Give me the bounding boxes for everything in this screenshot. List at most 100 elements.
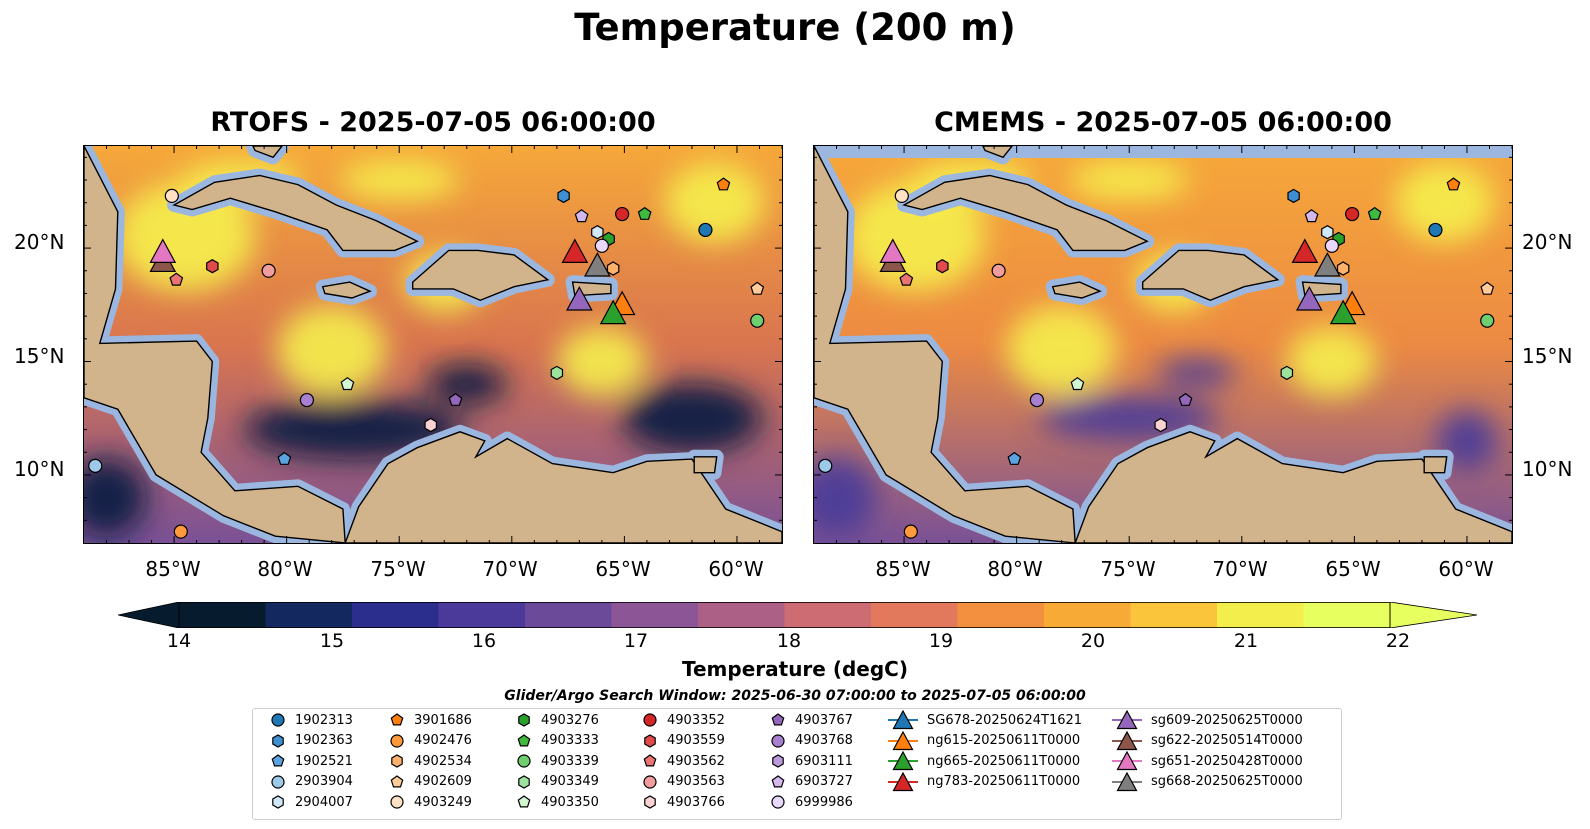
argo-float-6999986 xyxy=(594,238,609,253)
legend-marker-icon xyxy=(888,751,918,771)
legend-marker xyxy=(644,795,656,809)
legend-label: 2904007 xyxy=(295,794,353,810)
lon-tick-label: 75°W xyxy=(1100,557,1156,581)
legend: 1902313 1902363 1902521 2903904 2904007 39016… xyxy=(252,708,1342,820)
legend-marker-icon xyxy=(771,733,785,748)
legend-marker xyxy=(517,754,531,768)
argo-float-4903563 xyxy=(261,263,276,278)
legend-entry: sg651-20250428T0000 xyxy=(1111,751,1303,771)
legend-marker-icon xyxy=(518,774,530,789)
argo-float-4903350 xyxy=(340,376,355,391)
legend-label: 1902363 xyxy=(295,733,353,748)
colorbar-extend-high xyxy=(1389,601,1478,629)
argo-float-4903766 xyxy=(424,417,437,433)
legend-label: 1902313 xyxy=(295,712,353,728)
legend-entry: 4902476 xyxy=(388,731,472,751)
legend-marker xyxy=(643,754,657,767)
rtofs-map xyxy=(83,145,783,544)
landmass xyxy=(1142,249,1280,302)
legend-marker xyxy=(390,795,404,809)
legend-entry: ng615-20250611T0000 xyxy=(887,730,1080,751)
legend-label: ng783-20250611T0000 xyxy=(927,774,1081,789)
legend-marker xyxy=(643,774,657,789)
legend-label: 4903767 xyxy=(795,712,853,728)
legend-marker-icon xyxy=(643,713,657,727)
legend-label: 4903563 xyxy=(667,774,725,789)
landmass xyxy=(412,249,550,302)
colorbar-tick-label: 19 xyxy=(928,630,954,652)
rtofs-map-canvas xyxy=(84,146,782,543)
argo-float-2904007 xyxy=(591,225,604,240)
landmass xyxy=(172,174,419,252)
argo-float-2903904 xyxy=(88,458,103,473)
colorbar-bin xyxy=(784,602,872,628)
legend-marker xyxy=(892,771,914,791)
colorbar-tick-label: 17 xyxy=(623,630,649,652)
legend-marker xyxy=(771,713,785,726)
legend-entry: 4903766 xyxy=(641,792,725,812)
legend-marker xyxy=(892,751,914,771)
legend-entry: 6903727 xyxy=(769,772,853,792)
legend-marker xyxy=(643,713,657,727)
legend-marker-icon xyxy=(888,771,918,791)
glider-ng783 xyxy=(1291,238,1319,263)
glider-sg668 xyxy=(1314,251,1341,277)
lon-tick-label: 60°W xyxy=(708,557,764,581)
lat-tick-label-left: 10°N xyxy=(14,457,65,481)
colorbar-bin xyxy=(871,602,959,628)
landmass xyxy=(321,281,372,299)
colorbar-tick-label: 16 xyxy=(471,630,497,652)
legend-marker xyxy=(892,730,914,750)
landmass xyxy=(814,146,1076,543)
legend-label: 6999986 xyxy=(795,794,853,810)
legend-marker-icon xyxy=(272,733,284,748)
colorbar-tick-label: 15 xyxy=(319,630,345,652)
argo-float-4902476 xyxy=(173,524,188,539)
legend-label: 6903111 xyxy=(795,753,853,769)
lon-tick-label: 70°W xyxy=(482,557,538,581)
legend-entry: SG678-20250624T1621 xyxy=(887,710,1082,730)
landmass xyxy=(252,146,283,159)
argo-float-4903249 xyxy=(894,188,909,204)
legend-entry: 1902363 xyxy=(269,731,353,751)
legend-marker-icon xyxy=(271,774,285,789)
argo-float-4903767 xyxy=(1178,392,1193,406)
argo-float-1902313 xyxy=(1428,222,1443,238)
legend-marker xyxy=(771,733,785,748)
legend-entry: ng665-20250611T0000 xyxy=(887,751,1080,771)
legend-entry: 2903904 xyxy=(269,772,353,792)
legend-entry: ng783-20250611T0000 xyxy=(887,771,1081,792)
argo-float-1902313 xyxy=(698,222,713,238)
rtofs-panel-title: RTOFS - 2025-07-05 06:00:00 xyxy=(210,107,656,138)
landmass xyxy=(344,431,782,543)
lon-tick-label: 85°W xyxy=(145,557,201,581)
legend-label: 4902534 xyxy=(414,753,472,769)
legend-marker xyxy=(271,774,285,789)
colorbar-bin xyxy=(957,602,1045,628)
colorbar-tick-label: 22 xyxy=(1385,630,1411,652)
argo-float-4903249 xyxy=(164,188,179,204)
axis-ticks xyxy=(84,146,782,543)
landmass xyxy=(693,456,718,474)
no-data-band xyxy=(814,146,1512,158)
legend-marker xyxy=(271,754,285,767)
legend-marker-icon xyxy=(518,713,530,727)
legend-label: 4903339 xyxy=(541,753,599,769)
legend-label: 6903727 xyxy=(795,774,853,789)
legend-entry: 4902534 xyxy=(388,751,472,771)
glider-ng665 xyxy=(599,299,627,325)
argo-float-4903349 xyxy=(1280,365,1294,381)
colorbar-tick-label: 14 xyxy=(166,630,192,652)
argo-float-4902534 xyxy=(606,261,620,276)
argo-float-2904007 xyxy=(1321,225,1334,240)
legend-marker xyxy=(517,733,531,746)
colorbar-tick-label: 21 xyxy=(1233,630,1259,652)
argo-float-4902476 xyxy=(903,524,918,539)
legend-label: 4902609 xyxy=(414,774,472,789)
lon-tick-label: 65°W xyxy=(1325,557,1381,581)
cmems-panel-title: CMEMS - 2025-07-05 06:00:00 xyxy=(934,107,1392,138)
colorbar-bin xyxy=(1217,602,1305,628)
lon-tick-label: 80°W xyxy=(257,557,313,581)
legend-marker xyxy=(390,774,404,787)
argo-float-1902363 xyxy=(1287,188,1300,204)
